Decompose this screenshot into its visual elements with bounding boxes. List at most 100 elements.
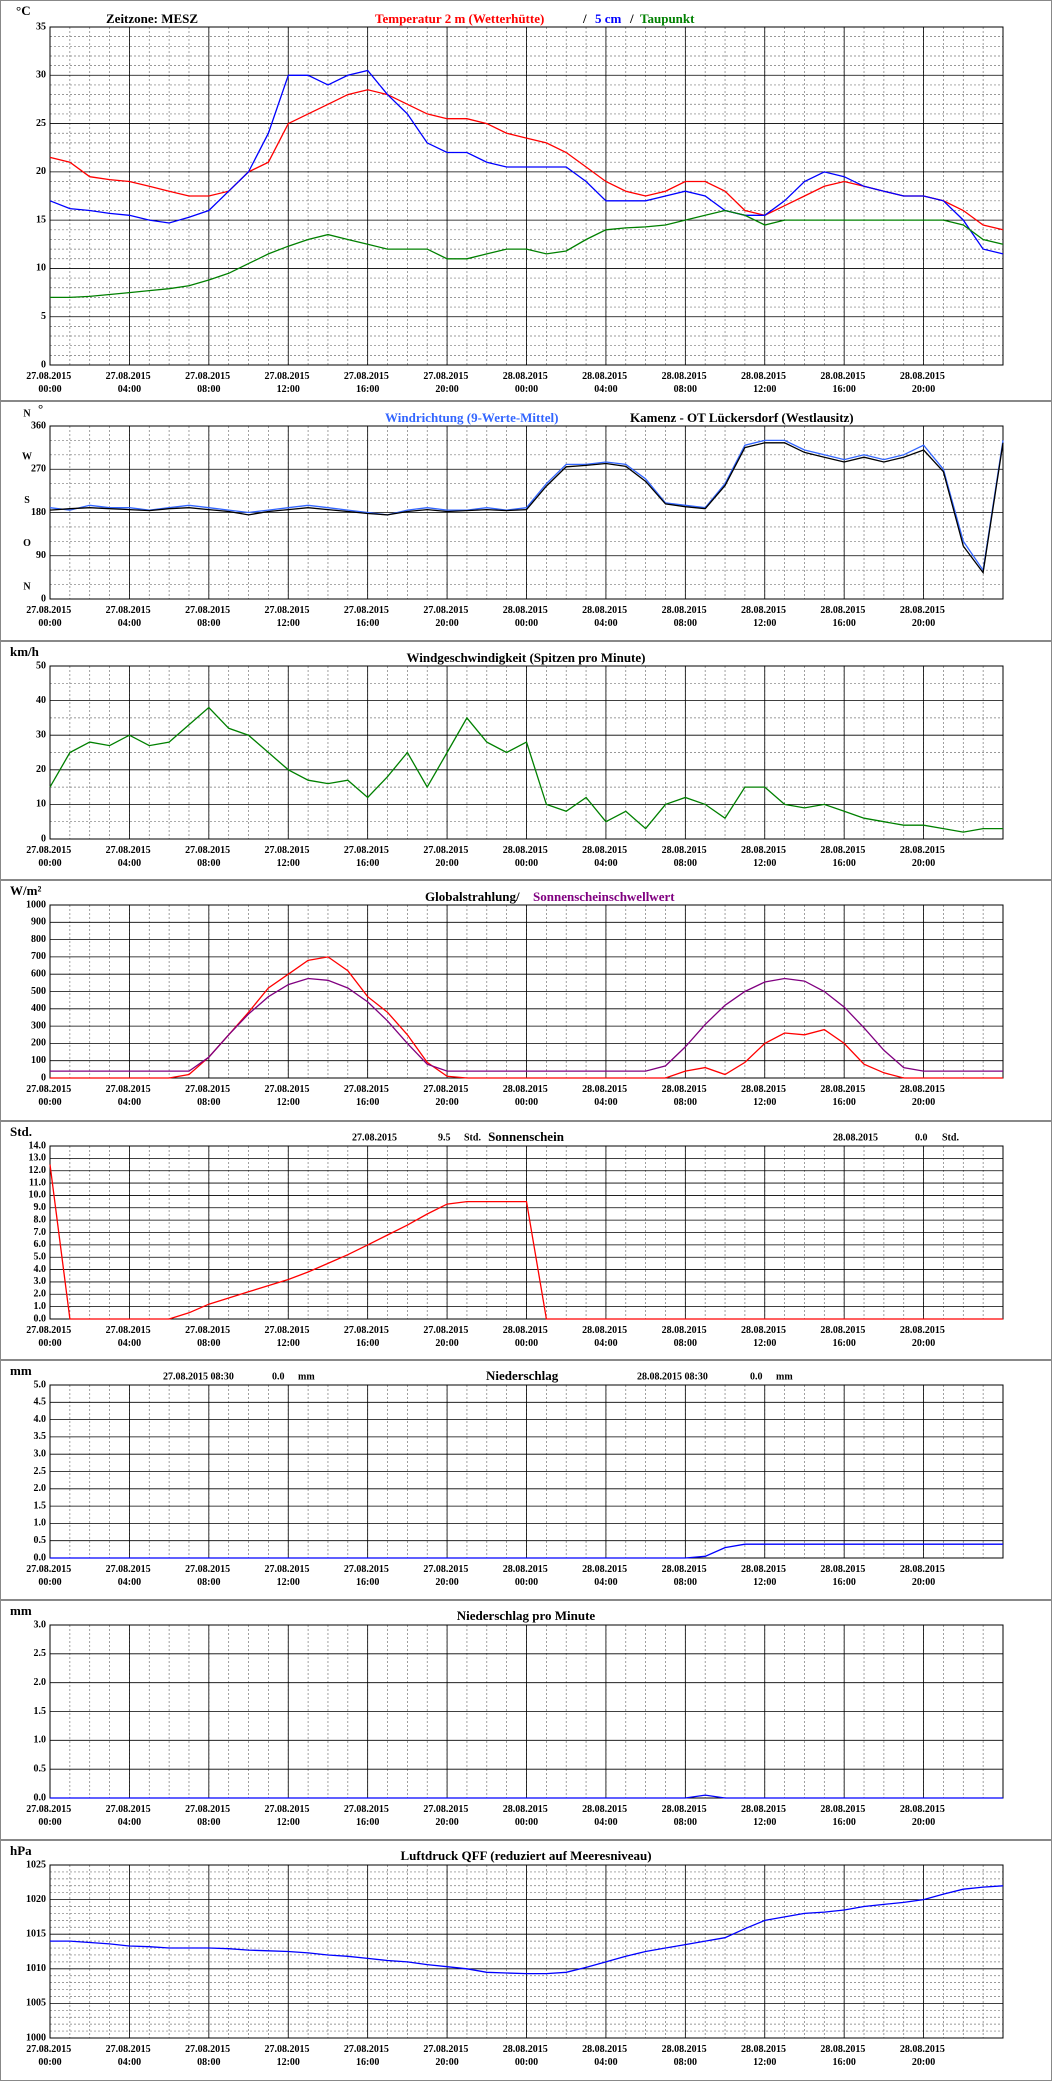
y-tick-label: 1.5 [34, 1500, 47, 1511]
x-tick-date: 27.08.2015 [185, 2044, 233, 2055]
x-tick-date: 27.08.2015 [106, 2044, 154, 2055]
compass-label: S [24, 495, 30, 506]
x-tick-label: 28.08.2015 08:00 [662, 1325, 710, 1349]
x-tick-label: 28.08.2015 00:00 [503, 605, 551, 629]
y-tick-label: 30 [36, 729, 46, 740]
y-tick-label: 0.0 [34, 1552, 47, 1563]
x-tick-time: 16:00 [356, 1577, 379, 1588]
x-tick-label: 28.08.2015 20:00 [900, 2044, 948, 2068]
compass-label: W [22, 452, 32, 463]
x-tick-label: 28.08.2015 16:00 [820, 371, 868, 395]
x-tick-time: 00:00 [515, 1338, 538, 1349]
x-tick-time: 08:00 [674, 1338, 697, 1349]
annotation-label: Std. [942, 1132, 959, 1143]
timezone-label: Zeitzone: MESZ [106, 11, 198, 26]
x-tick-label: 28.08.2015 16:00 [820, 845, 868, 869]
x-tick-time: 04:00 [594, 1577, 617, 1588]
x-tick-label: 27.08.2015 08:00 [185, 371, 233, 395]
x-tick-time: 08:00 [197, 858, 220, 869]
y-tick-label: 2.5 [34, 1648, 47, 1659]
x-tick-time: 16:00 [832, 384, 855, 395]
y-tick-label: 25 [36, 118, 46, 129]
y-tick-label: 900 [31, 917, 46, 928]
y-tick-label: 50 [36, 660, 46, 671]
x-tick-label: 28.08.2015 00:00 [503, 845, 551, 869]
unit-label: km/h [10, 644, 40, 659]
x-tick-time: 04:00 [118, 1097, 141, 1108]
x-tick-time: 16:00 [356, 858, 379, 869]
x-tick-date: 27.08.2015 [423, 605, 471, 616]
x-tick-date: 28.08.2015 [662, 845, 710, 856]
x-tick-label: 28.08.2015 12:00 [741, 371, 789, 395]
y-tick-label: 500 [31, 986, 46, 997]
x-tick-date: 27.08.2015 [26, 2044, 74, 2055]
x-tick-time: 08:00 [674, 1097, 697, 1108]
x-tick-time: 12:00 [753, 384, 776, 395]
x-tick-time: 16:00 [832, 2057, 855, 2068]
x-tick-time: 16:00 [832, 1577, 855, 1588]
y-tick-label: 1010 [26, 1963, 46, 1974]
x-tick-label: 27.08.2015 04:00 [106, 845, 154, 869]
x-tick-time: 12:00 [277, 858, 300, 869]
y-tick-label: 1000 [26, 2032, 46, 2043]
x-tick-date: 27.08.2015 [423, 371, 471, 382]
x-tick-time: 08:00 [197, 1338, 220, 1349]
serie-label: Temperatur 2 m (Wetterhütte) [375, 11, 544, 26]
x-tick-time: 08:00 [674, 1817, 697, 1828]
x-tick-date: 28.08.2015 [820, 1084, 868, 1095]
plot-frame [49, 1145, 1004, 1320]
unit-label: ° [38, 401, 43, 416]
y-tick-label: 200 [31, 1038, 46, 1049]
x-tick-date: 27.08.2015 [344, 2044, 392, 2055]
x-tick-label: 28.08.2015 16:00 [820, 2044, 868, 2068]
x-tick-date: 27.08.2015 [106, 1325, 154, 1336]
x-tick-date: 28.08.2015 [582, 1564, 630, 1575]
y-tick-label: 100 [31, 1055, 46, 1066]
x-tick-label: 27.08.2015 12:00 [265, 1084, 313, 1108]
x-tick-date: 28.08.2015 [741, 1564, 789, 1575]
station-label: Kamenz - OT Lückersdorf (Westlausitz) [630, 410, 854, 425]
x-tick-label: 27.08.2015 00:00 [26, 1804, 74, 1828]
y-tick-label: 4.0 [34, 1414, 47, 1425]
x-tick-time: 04:00 [118, 1817, 141, 1828]
x-tick-date: 28.08.2015 [582, 845, 630, 856]
y-tick-label: 7.0 [34, 1227, 47, 1238]
x-tick-label: 27.08.2015 16:00 [344, 605, 392, 629]
x-tick-label: 27.08.2015 16:00 [344, 1084, 392, 1108]
serie-label: Windrichtung (9-Werte-Mittel) [385, 410, 558, 425]
x-tick-time: 20:00 [912, 618, 935, 629]
x-tick-date: 27.08.2015 [106, 605, 154, 616]
x-tick-label: 28.08.2015 20:00 [900, 1564, 948, 1588]
x-tick-time: 04:00 [118, 1577, 141, 1588]
title-label: Windgeschwindigkeit (Spitzen pro Minute) [407, 650, 646, 665]
annotation-label: 27.08.2015 [352, 1132, 397, 1143]
x-tick-date: 28.08.2015 [820, 845, 868, 856]
y-tick-label: 2.5 [34, 1466, 47, 1477]
x-tick-time: 16:00 [356, 618, 379, 629]
y-tick-label: 8.0 [34, 1214, 47, 1225]
y-tick-label: 30 [36, 70, 46, 81]
x-tick-date: 28.08.2015 [662, 371, 710, 382]
separator-label: / [582, 11, 587, 26]
x-tick-label: 27.08.2015 08:00 [185, 845, 233, 869]
x-tick-date: 27.08.2015 [26, 1804, 74, 1815]
x-tick-label: 27.08.2015 20:00 [423, 1084, 471, 1108]
x-tick-label: 27.08.2015 00:00 [26, 845, 74, 869]
y-tick-label: 10 [36, 263, 46, 274]
panel-border [0, 1121, 1052, 1360]
x-tick-label: 28.08.2015 20:00 [900, 605, 948, 629]
x-tick-date: 28.08.2015 [503, 845, 551, 856]
x-tick-date: 28.08.2015 [503, 1084, 551, 1095]
x-tick-label: 28.08.2015 12:00 [741, 605, 789, 629]
x-tick-time: 16:00 [832, 618, 855, 629]
x-tick-date: 28.08.2015 [503, 1325, 551, 1336]
annotation-label: 0.0 [272, 1371, 285, 1382]
unit-label: hPa [10, 1843, 32, 1858]
x-tick-label: 28.08.2015 16:00 [820, 1804, 868, 1828]
x-tick-time: 04:00 [594, 2057, 617, 2068]
x-tick-date: 28.08.2015 [662, 1325, 710, 1336]
x-tick-date: 27.08.2015 [344, 1564, 392, 1575]
x-tick-label: 27.08.2015 20:00 [423, 371, 471, 395]
x-tick-label: 27.08.2015 00:00 [26, 1084, 74, 1108]
y-tick-label: 360 [31, 420, 46, 431]
